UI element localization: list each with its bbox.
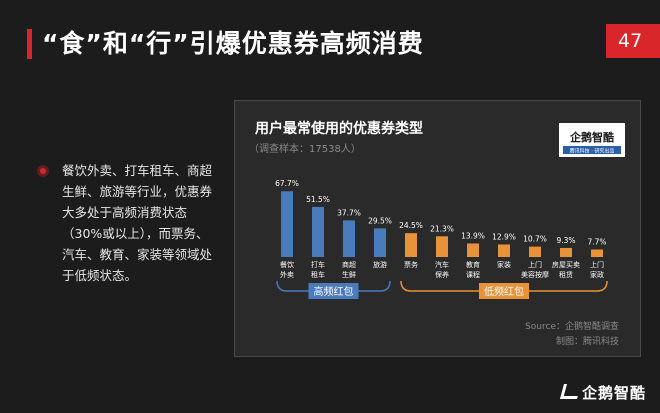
value-label-2: 37.7% xyxy=(337,208,361,217)
value-label-6: 13.9% xyxy=(461,231,485,240)
coupon-type-chart: 用户最常使用的优惠券类型 （调查样本：17538人） 企鹅智酷 腾讯科技 · 研… xyxy=(249,120,625,347)
chart-logo-tagline: 腾讯科技 · 研究出品 xyxy=(570,148,615,155)
category-label-9-1: 租赁 xyxy=(559,270,573,279)
bar-1 xyxy=(312,206,324,257)
bar-10 xyxy=(591,249,603,257)
logo-mark-icon xyxy=(559,384,581,399)
bar-4 xyxy=(405,233,417,257)
category-label-10-0: 上门 xyxy=(590,260,604,269)
chart-panel: 用户最常使用的优惠券类型 （调查样本：17538人） 企鹅智酷 腾讯科技 · 研… xyxy=(234,100,641,357)
bar-2 xyxy=(343,220,355,257)
category-label-6-1: 课程 xyxy=(466,270,480,279)
chart-logo-name: 企鹅智酷 xyxy=(569,130,614,144)
category-label-0-1: 外卖 xyxy=(280,270,294,279)
group-label-box-1 xyxy=(479,283,529,299)
bar-0 xyxy=(281,191,293,257)
bullet-icon xyxy=(40,168,46,174)
chart-title: 用户最常使用的优惠券类型 xyxy=(255,120,423,137)
category-label-8-0: 上门 xyxy=(528,260,542,269)
group-label-1: 低频红包 xyxy=(484,285,524,298)
value-label-9: 9.3% xyxy=(556,236,575,245)
page-number: 47 xyxy=(618,30,643,52)
value-label-0: 67.7% xyxy=(275,179,299,188)
chart-logo: 企鹅智酷 腾讯科技 · 研究出品 xyxy=(559,123,625,157)
value-label-3: 29.5% xyxy=(368,216,392,225)
category-label-9-0: 房屋买卖 xyxy=(552,260,580,269)
bar-3 xyxy=(374,228,386,257)
category-label-5-1: 保养 xyxy=(435,270,449,279)
category-label-3-0: 旅游 xyxy=(373,260,387,269)
chart-subtitle: （调查样本：17538人） xyxy=(249,142,361,155)
category-label-1-0: 打车 xyxy=(311,260,325,269)
value-label-5: 21.3% xyxy=(430,224,454,233)
category-label-1-1: 租车 xyxy=(311,270,325,279)
value-label-8: 10.7% xyxy=(523,235,547,244)
page-title: “食”和“行”引爆优惠券高频消费 xyxy=(42,29,424,58)
footer-logo-text: 企鹅智酷 xyxy=(581,384,646,402)
category-label-2-1: 生鲜 xyxy=(342,270,356,279)
bar-6 xyxy=(467,243,479,257)
bar-7 xyxy=(498,244,510,257)
bar-9 xyxy=(560,247,572,257)
category-label-4-0: 票务 xyxy=(404,260,418,269)
value-label-1: 51.5% xyxy=(306,195,330,204)
value-label-10: 7.7% xyxy=(587,238,606,247)
category-label-8-1: 美容按摩 xyxy=(521,270,549,279)
bar-8 xyxy=(529,246,541,257)
category-label-5-0: 汽车 xyxy=(435,260,449,269)
group-label-box-0 xyxy=(308,283,359,299)
value-label-4: 24.5% xyxy=(399,221,423,230)
title-accent-bar xyxy=(27,29,32,59)
category-label-0-0: 餐饮 xyxy=(280,260,294,269)
description-text: 餐饮外卖、打车租车、商超生鲜、旅游等行业，优惠券大多处于高频消费状态（30%或以… xyxy=(62,163,213,283)
category-label-7-0: 家装 xyxy=(497,260,511,269)
chart-credit: 制图：腾讯科技 xyxy=(556,335,619,347)
category-label-2-0: 商超 xyxy=(342,260,356,269)
category-label-6-0: 教育 xyxy=(466,260,480,269)
group-label-0: 高频红包 xyxy=(314,285,354,298)
category-label-10-1: 家政 xyxy=(590,270,604,279)
value-label-7: 12.9% xyxy=(492,232,516,241)
chart-source: Source：企鹅智酷调查 xyxy=(525,320,619,332)
footer-logo: 企鹅智酷 xyxy=(559,382,646,403)
page-number-badge: 47 xyxy=(606,24,660,58)
bar-5 xyxy=(436,236,448,257)
